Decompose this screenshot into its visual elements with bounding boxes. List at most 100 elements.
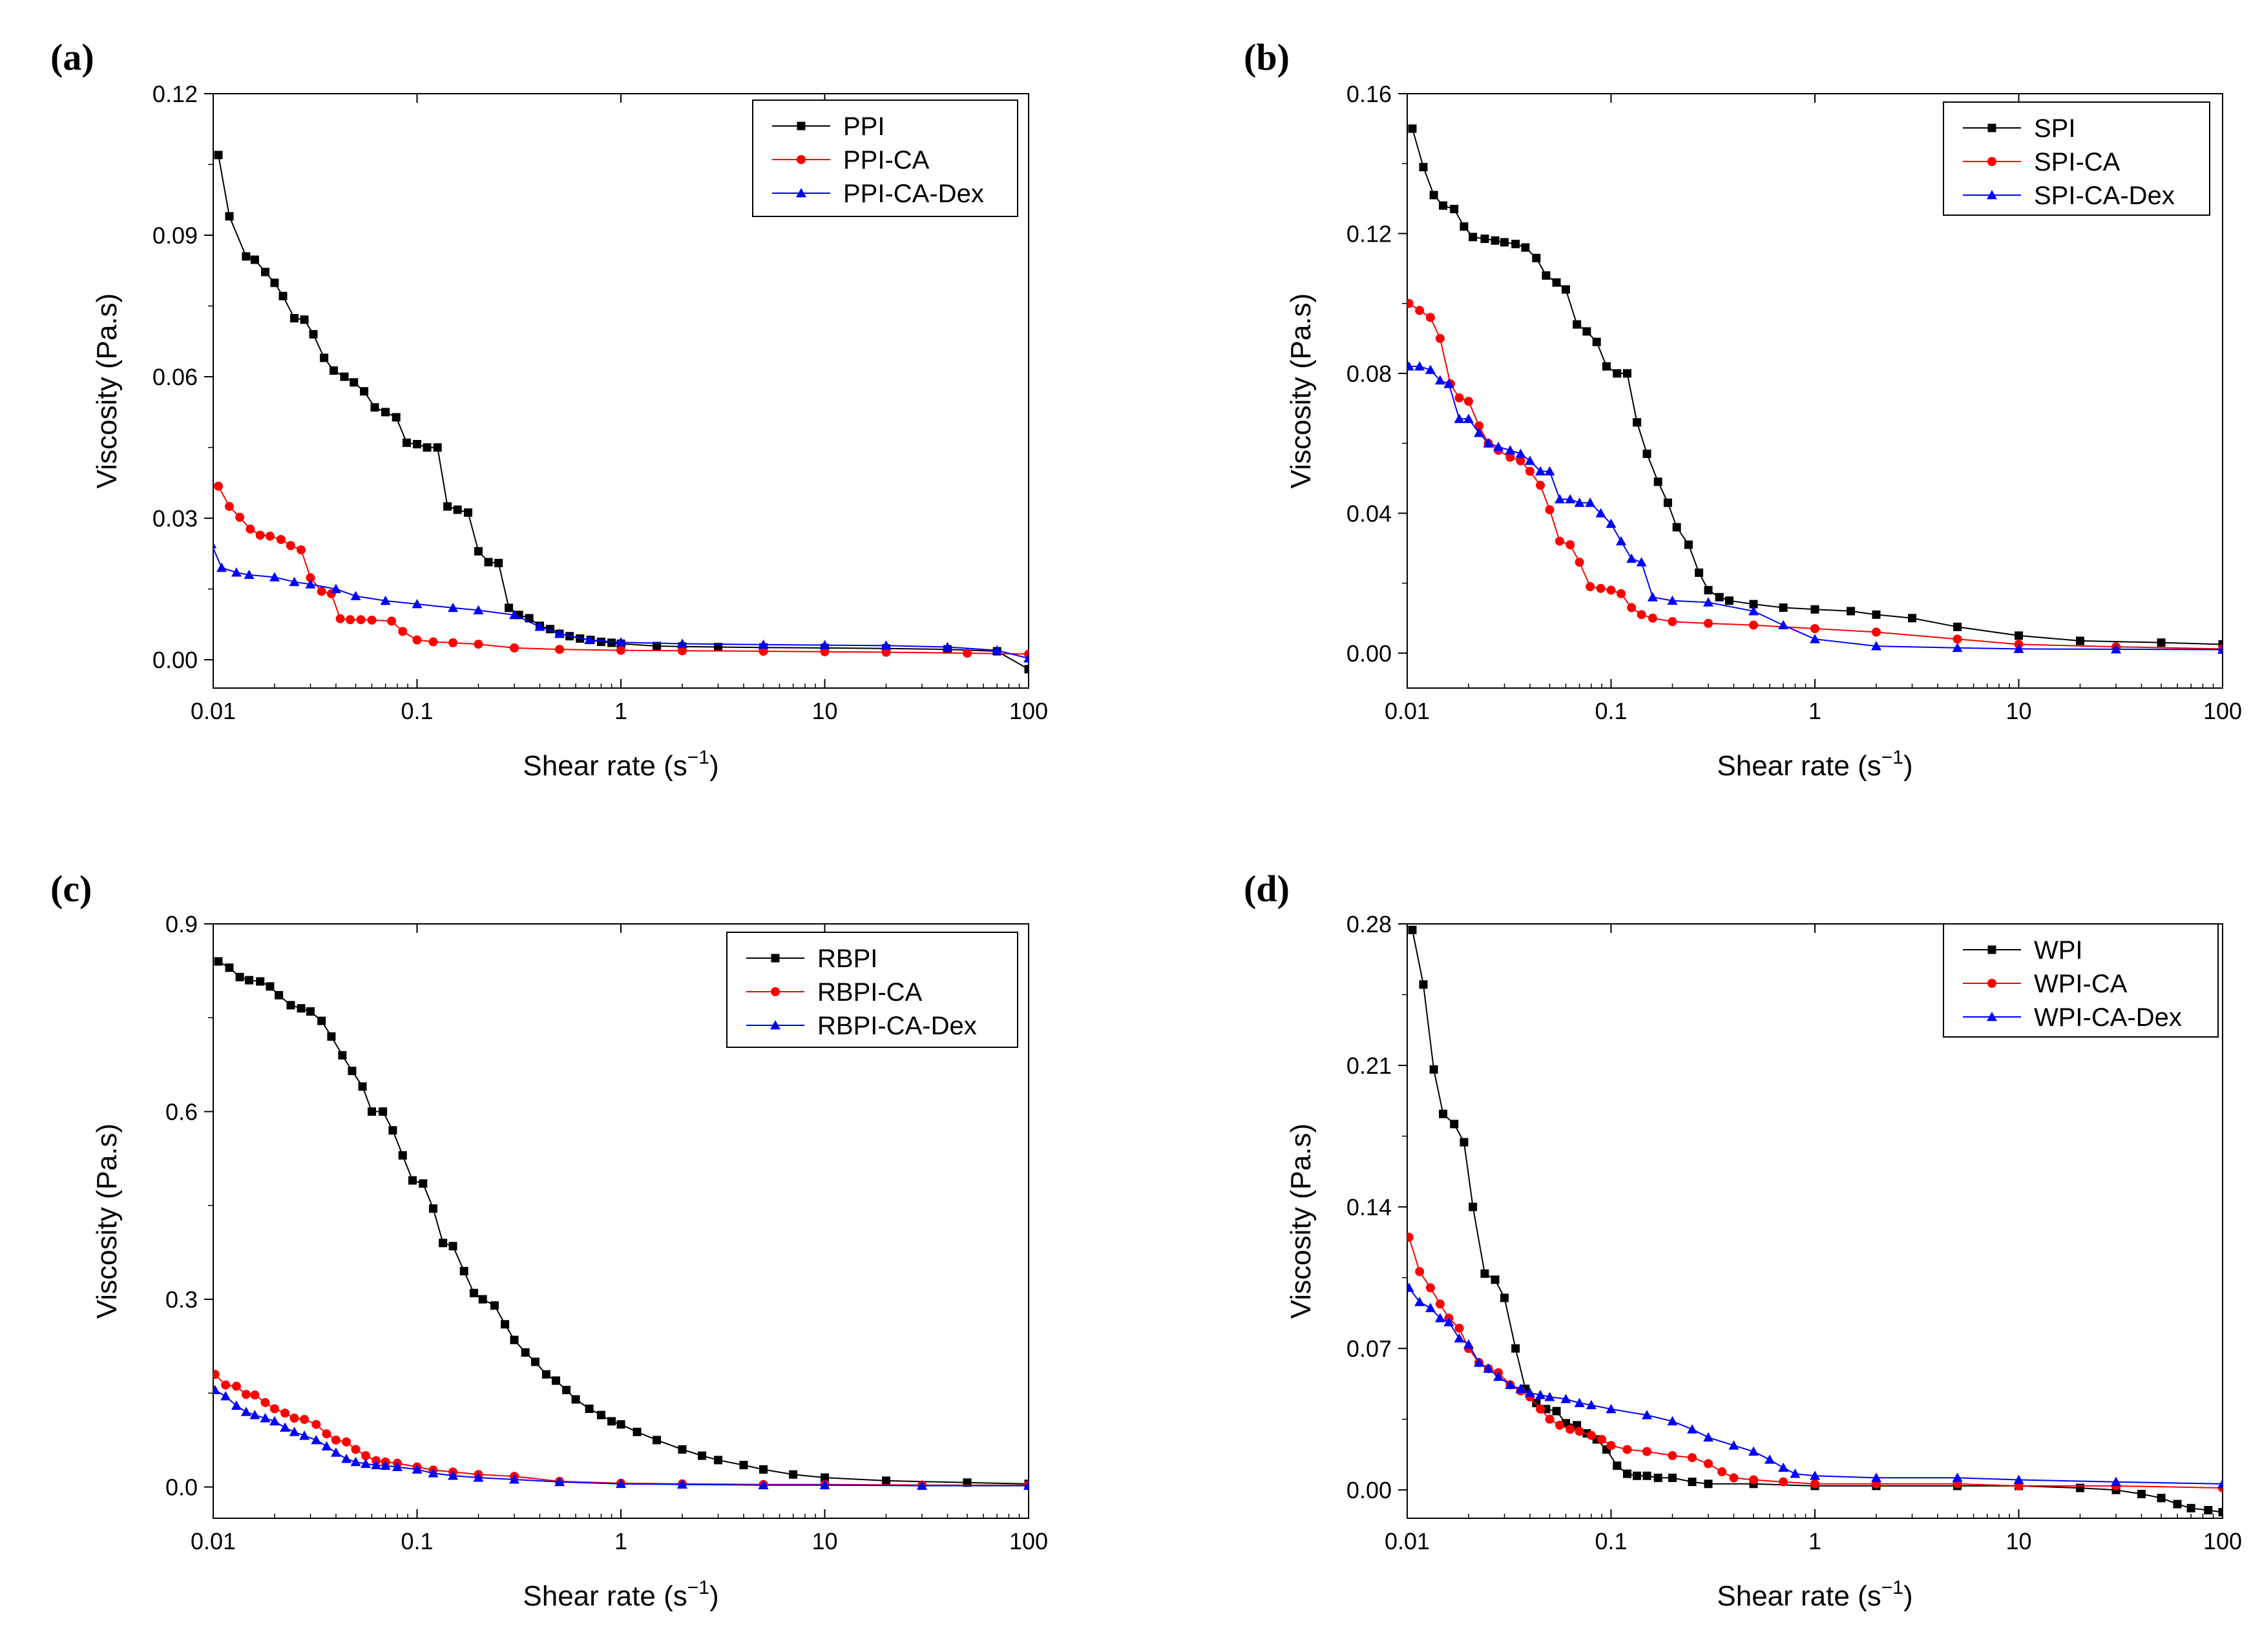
data-point-c-0-41 (653, 1436, 662, 1445)
data-point-c-1-4 (250, 1390, 260, 1400)
data-point-b-1-3 (1435, 333, 1445, 343)
data-point-a-1-6 (276, 535, 286, 544)
data-point-b-2-18 (1585, 497, 1596, 507)
data-point-c-2-2 (231, 1400, 242, 1410)
data-point-a-0-19 (413, 440, 421, 449)
data-point-d-1-17 (1575, 1427, 1584, 1436)
data-point-a-1-20 (448, 638, 458, 647)
legend-marker-c-1 (771, 987, 780, 996)
data-point-d-1-5 (1454, 1323, 1464, 1333)
data-point-b-1-27 (1749, 620, 1759, 630)
y-tick-label-c-1: 0.3 (165, 1286, 198, 1313)
data-point-c-0-13 (348, 1067, 357, 1076)
data-point-d-2-14 (1544, 1392, 1555, 1401)
data-point-c-2-23 (509, 1474, 520, 1484)
data-point-b-0-22 (1633, 418, 1642, 427)
x-tick-label-d-0: 0.01 (1385, 1528, 1430, 1554)
data-point-d-1-1 (1415, 1267, 1425, 1277)
data-point-d-2-30 (1952, 1472, 1963, 1482)
data-point-c-0-44 (714, 1456, 723, 1465)
data-point-b-0-39 (2015, 631, 2023, 640)
data-point-b-1-11 (1516, 456, 1525, 466)
panel-label-b: (b) (1244, 36, 1290, 78)
data-point-a-0-27 (494, 559, 503, 568)
data-point-c-2-8 (289, 1427, 300, 1436)
data-point-a-2-19 (758, 639, 769, 649)
data-point-b-0-28 (1695, 568, 1704, 577)
data-point-b-1-0 (1407, 298, 1414, 308)
data-point-d-2-1 (1414, 1297, 1425, 1306)
data-point-c-0-48 (821, 1473, 829, 1482)
data-point-b-1-14 (1545, 505, 1555, 514)
data-point-d-2-31 (2013, 1474, 2024, 1484)
data-point-b-2-9 (1493, 441, 1504, 451)
data-point-b-1-13 (1536, 481, 1545, 490)
data-point-d-2-27 (1790, 1469, 1801, 1478)
data-point-d-2-0 (1407, 1282, 1414, 1292)
x-axis-title-c: Shear rate (s−1) (523, 1577, 718, 1612)
data-point-a-0-37 (596, 637, 605, 646)
x-tick-label-b-0: 0.01 (1385, 698, 1430, 724)
data-point-c-0-36 (585, 1405, 594, 1414)
data-point-c-2-0 (213, 1385, 220, 1394)
data-point-a-2-14 (534, 622, 545, 631)
data-point-c-2-30 (1023, 1480, 1029, 1490)
data-point-c-0-27 (490, 1301, 499, 1310)
data-point-b-0-13 (1542, 271, 1551, 280)
data-point-c-0-37 (596, 1410, 605, 1419)
data-point-a-0-18 (403, 438, 412, 447)
data-point-b-0-17 (1582, 327, 1591, 336)
data-point-d-0-4 (1450, 1120, 1459, 1129)
data-point-b-1-22 (1627, 603, 1637, 612)
data-point-d-1-24 (1688, 1453, 1697, 1463)
data-point-c-0-4 (256, 977, 265, 986)
data-point-c-0-28 (501, 1320, 510, 1329)
data-point-d-2-32 (2111, 1476, 2122, 1487)
data-point-d-0-37 (2173, 1500, 2182, 1509)
data-point-c-0-33 (551, 1376, 560, 1385)
data-point-a-2-8 (350, 591, 361, 601)
data-point-a-2-2 (231, 567, 242, 577)
data-point-c-2-7 (280, 1422, 291, 1432)
data-point-b-0-21 (1622, 369, 1631, 378)
series-group-a (213, 151, 1029, 674)
series-group-d (1407, 925, 2223, 1517)
data-point-b-0-8 (1491, 236, 1500, 245)
data-point-d-2-7 (1474, 1357, 1485, 1367)
legend-label-d-1: WPI-CA (2034, 970, 2128, 998)
data-point-d-2-15 (1560, 1394, 1571, 1403)
data-point-a-0-14 (360, 387, 369, 396)
data-point-c-1-12 (331, 1435, 340, 1445)
legend-label-d-0: WPI (2034, 936, 2083, 965)
data-point-c-0-23 (448, 1242, 457, 1251)
data-point-a-2-13 (509, 609, 520, 620)
data-point-c-2-18 (392, 1461, 403, 1471)
data-point-d-0-6 (1469, 1202, 1478, 1211)
data-point-d-0-35 (2137, 1489, 2146, 1498)
data-point-c-0-43 (698, 1451, 707, 1460)
panel-c: (c) 0.01 0.1 1 10 100 0.0 0.3 0.6 0.9 Shear rate … (50, 868, 1048, 1612)
x-tick-label-d-4: 100 (2203, 1528, 2242, 1554)
data-point-c-2-6 (269, 1416, 280, 1426)
x-tick-label-b-3: 10 (2005, 698, 2031, 724)
data-point-b-2-2 (1425, 364, 1436, 374)
data-point-c-0-31 (530, 1357, 539, 1366)
data-point-c-1-1 (221, 1380, 231, 1390)
x-tick-label-a-0: 0.01 (191, 698, 236, 724)
y-tick-label-b-4: 0.16 (1346, 81, 1392, 107)
legend-label-c-1: RBPI-CA (817, 978, 923, 1007)
data-point-d-2-8 (1483, 1363, 1494, 1373)
data-point-b-1-15 (1555, 536, 1565, 546)
legend-label-a-2: PPI-CA-Dex (843, 180, 984, 208)
data-point-d-0-36 (2157, 1494, 2166, 1503)
data-point-c-0-39 (616, 1420, 625, 1429)
y-tick-label-b-2: 0.08 (1346, 361, 1392, 387)
data-point-c-1-15 (361, 1451, 371, 1461)
data-point-c-0-15 (368, 1107, 377, 1116)
data-point-d-0-39 (2204, 1505, 2213, 1514)
data-point-a-0-38 (607, 638, 616, 647)
data-point-c-1-5 (260, 1397, 270, 1407)
data-point-c-2-4 (249, 1410, 260, 1419)
data-point-b-0-3 (1439, 201, 1448, 210)
legend-label-c-2: RBPI-CA-Dex (817, 1012, 977, 1040)
